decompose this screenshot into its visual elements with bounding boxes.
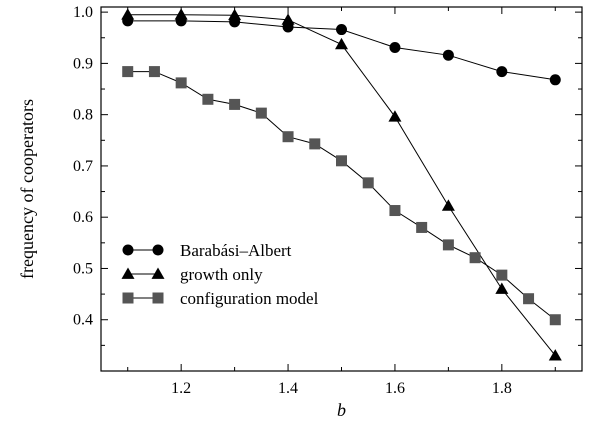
- legend-label: Barabási–Albert: [180, 241, 292, 260]
- data-point: [121, 8, 135, 20]
- data-point: [441, 199, 455, 211]
- axis-ticks: [101, 7, 582, 371]
- legend-marker: [122, 244, 134, 256]
- y-axis-label: frequency of cooperators: [17, 99, 37, 279]
- data-point: [336, 155, 347, 167]
- data-point: [496, 269, 508, 281]
- legend-item: configuration model: [122, 289, 319, 308]
- data-point: [496, 66, 508, 78]
- legend-marker: [152, 244, 164, 256]
- legend-marker: [152, 292, 164, 304]
- data-point: [175, 77, 187, 89]
- y-tick-label: 0.7: [73, 158, 93, 175]
- series-layer: [121, 8, 562, 361]
- legend-item: Barabási–Albert: [122, 241, 292, 260]
- data-point: [309, 138, 321, 150]
- legend-marker: [122, 292, 134, 304]
- data-point: [469, 252, 481, 264]
- data-point: [362, 177, 374, 189]
- y-tick-label: 0.5: [73, 260, 93, 277]
- x-axis-label: b: [337, 400, 346, 420]
- series-triangle: [121, 8, 562, 361]
- legend-marker: [121, 267, 135, 279]
- y-tick-label: 1.0: [73, 4, 93, 21]
- y-tick-label: 0.4: [73, 312, 93, 329]
- x-tick-label: 1.6: [385, 380, 405, 397]
- data-point: [442, 49, 454, 61]
- y-tick-label: 0.8: [73, 107, 93, 124]
- data-point: [416, 221, 428, 233]
- data-point: [389, 42, 401, 54]
- data-point: [255, 107, 267, 119]
- data-point: [336, 24, 347, 36]
- series-circle: [122, 15, 561, 86]
- y-tick-label: 0.9: [73, 55, 93, 72]
- data-point: [389, 205, 401, 217]
- data-point: [523, 293, 535, 305]
- data-point: [549, 74, 561, 86]
- data-point: [174, 8, 188, 20]
- series-square: [122, 66, 561, 326]
- data-point: [282, 131, 294, 143]
- x-tick-label: 1.8: [492, 380, 512, 397]
- x-tick-label: 1.4: [278, 380, 298, 397]
- y-tick-label: 0.6: [73, 209, 93, 226]
- data-point: [495, 282, 509, 294]
- data-point: [548, 349, 562, 361]
- data-point: [549, 314, 561, 326]
- data-point: [335, 37, 348, 50]
- data-point: [122, 66, 134, 78]
- legend-label: growth only: [180, 265, 263, 284]
- data-point: [202, 93, 214, 105]
- data-point: [442, 239, 454, 251]
- legend: Barabási–Albert growth only configuration …: [121, 241, 319, 308]
- data-point: [388, 110, 402, 122]
- x-tick-label: 1.2: [171, 380, 191, 397]
- plot-frame: [100, 6, 583, 372]
- tick-labels: 1.2 1.4 1.6 1.8 0.4 0.5 0.6 0.7 0.8 0.9 1.0: [73, 4, 512, 397]
- data-point: [229, 98, 241, 110]
- legend-item: growth only: [121, 265, 263, 284]
- data-point: [281, 13, 295, 25]
- legend-marker: [151, 267, 165, 279]
- legend-label: configuration model: [180, 289, 319, 308]
- data-point: [148, 66, 160, 78]
- data-point: [228, 8, 242, 21]
